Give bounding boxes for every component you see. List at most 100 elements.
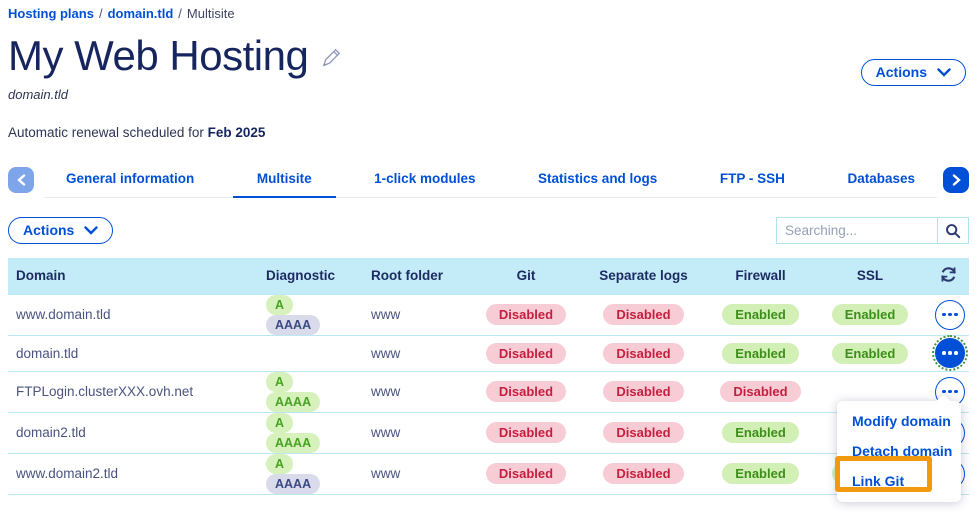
column-header-git: Git — [473, 258, 579, 295]
tab-general-information[interactable]: General information — [66, 171, 195, 187]
table-row: www.domain2.tld AAAAA www Disabled Disab… — [8, 453, 969, 495]
row-actions-context-menu: Modify domain Detach domain Link Git — [837, 401, 961, 502]
diagnostic-cell: AAAAA — [266, 453, 326, 494]
root-folder-cell: www — [371, 307, 401, 323]
table-actions-button[interactable]: Actions — [8, 217, 114, 245]
diagnostic-cell: AAAAA — [266, 294, 326, 335]
chevron-left-icon — [16, 174, 25, 186]
table-header-row: Domain Diagnostic Root folder Git Separa… — [8, 258, 969, 295]
breadcrumb-current: Multisite — [186, 6, 235, 21]
tab-1-click-modules[interactable]: 1-click modules — [374, 171, 476, 187]
column-header-domain: Domain — [8, 258, 258, 295]
git-status-badge: Disabled — [485, 381, 567, 403]
tab-multisite[interactable]: Multisite — [232, 165, 336, 199]
breadcrumb-hosting-plans[interactable]: Hosting plans — [8, 6, 94, 21]
diagnostic-badge-aaaa: AAAA — [266, 391, 321, 412]
tabs-scroll-left-button[interactable] — [8, 167, 34, 194]
firewall-status-badge: Disabled — [720, 381, 801, 403]
diagnostic-cell: AAAAA — [266, 412, 326, 453]
tab-databases[interactable]: Databases — [847, 171, 915, 187]
domain-cell: www.domain2.tld — [16, 466, 119, 482]
diagnostic-badge-a: A — [266, 371, 294, 392]
git-status-badge: Disabled — [485, 463, 567, 485]
ellipsis-icon — [954, 389, 958, 394]
breadcrumb-domain[interactable]: domain.tld — [107, 6, 174, 21]
root-folder-cell: www — [371, 466, 401, 482]
ellipsis-icon — [942, 351, 946, 355]
firewall-status-badge: Enabled — [722, 342, 799, 364]
separate-logs-status-badge: Disabled — [603, 463, 684, 485]
row-actions-button[interactable] — [932, 335, 968, 372]
renewal-info: Automatic renewal scheduled for Feb 2025 — [8, 125, 969, 140]
firewall-status-badge: Enabled — [722, 304, 799, 326]
ellipsis-icon — [954, 351, 958, 355]
tab-ftp-ssh[interactable]: FTP - SSH — [719, 171, 785, 187]
ellipsis-icon — [942, 389, 946, 394]
separate-logs-status-badge: Disabled — [603, 381, 684, 403]
breadcrumb-separator: / — [178, 6, 182, 21]
service-subtitle: domain.tld — [8, 87, 68, 103]
diagnostic-cell: AAAAA — [266, 371, 326, 412]
separate-logs-status-badge: Disabled — [603, 342, 684, 364]
ellipsis-icon — [942, 312, 946, 317]
edit-title-pencil-icon[interactable] — [320, 47, 342, 69]
root-folder-cell: www — [371, 425, 401, 441]
table-actions-label: Actions — [23, 222, 75, 239]
separate-logs-status-badge: Disabled — [603, 422, 684, 444]
column-header-firewall: Firewall — [708, 258, 813, 295]
table-row: domain2.tld AAAAA www Disabled Disabled … — [8, 412, 969, 454]
context-menu-item-link-git[interactable]: Link Git — [852, 473, 905, 489]
context-menu-item-modify-domain[interactable]: Modify domain — [852, 413, 951, 429]
search-box — [776, 217, 969, 245]
domain-cell: FTPLogin.clusterXXX.ovh.net — [16, 384, 194, 400]
diagnostic-badge-aaaa: AAAA — [266, 473, 321, 494]
tab-bar: General information Multisite 1-click mo… — [8, 165, 969, 199]
context-menu-item-detach-domain[interactable]: Detach domain — [852, 443, 953, 459]
git-status-badge: Disabled — [485, 304, 567, 326]
chevron-right-icon — [952, 174, 961, 186]
renewal-text: Automatic renewal scheduled for — [8, 125, 204, 141]
header-actions-button[interactable]: Actions — [860, 59, 966, 86]
refresh-button[interactable] — [940, 266, 957, 283]
domain-cell: domain2.tld — [16, 425, 86, 441]
header-actions-label: Actions — [875, 64, 927, 80]
tab-statistics-and-logs[interactable]: Statistics and logs — [538, 171, 658, 187]
table-row: domain.tld www Disabled Disabled Enabled… — [8, 335, 969, 372]
chevron-down-icon — [84, 225, 99, 235]
search-input[interactable] — [777, 223, 937, 239]
column-header-diagnostic: Diagnostic — [258, 258, 363, 295]
diagnostic-badge-aaaa: AAAA — [266, 314, 321, 335]
chevron-down-icon — [937, 67, 951, 77]
refresh-icon — [940, 267, 956, 282]
multisite-table: Domain Diagnostic Root folder Git Separa… — [8, 258, 969, 495]
page-title: My Web Hosting — [8, 32, 309, 79]
column-header-separate-logs: Separate logs — [579, 258, 708, 295]
column-header-root-folder: Root folder — [363, 258, 473, 295]
domain-cell: www.domain.tld — [16, 307, 111, 323]
separate-logs-status-badge: Disabled — [603, 304, 684, 326]
diagnostic-badge-a: A — [266, 294, 294, 315]
git-status-badge: Disabled — [485, 342, 567, 364]
domain-cell: domain.tld — [16, 345, 79, 361]
table-row: www.domain.tld AAAAA www Disabled Disabl… — [8, 293, 969, 336]
tabs-scroll-right-button[interactable] — [943, 167, 969, 194]
ellipsis-icon — [948, 389, 952, 394]
ssl-status-badge: Enabled — [831, 304, 909, 326]
search-icon — [946, 223, 961, 238]
breadcrumb-separator: / — [98, 6, 103, 21]
diagnostic-badge-a: A — [266, 412, 294, 433]
diagnostic-badge-a: A — [266, 453, 294, 474]
search-button[interactable] — [937, 218, 968, 244]
firewall-status-badge: Enabled — [722, 422, 799, 444]
ellipsis-icon — [948, 312, 952, 317]
row-actions-button[interactable] — [935, 299, 965, 330]
breadcrumb: Hosting plans / domain.tld / Multisite — [8, 0, 969, 21]
root-folder-cell: www — [371, 345, 401, 361]
column-header-ssl: SSL — [813, 258, 927, 295]
table-row: FTPLogin.clusterXXX.ovh.net AAAAA www Di… — [8, 371, 969, 413]
git-status-badge: Disabled — [485, 422, 567, 444]
root-folder-cell: www — [371, 384, 401, 400]
ellipsis-icon — [948, 351, 952, 355]
firewall-status-badge: Enabled — [722, 463, 799, 485]
ssl-status-badge: Enabled — [831, 342, 909, 364]
